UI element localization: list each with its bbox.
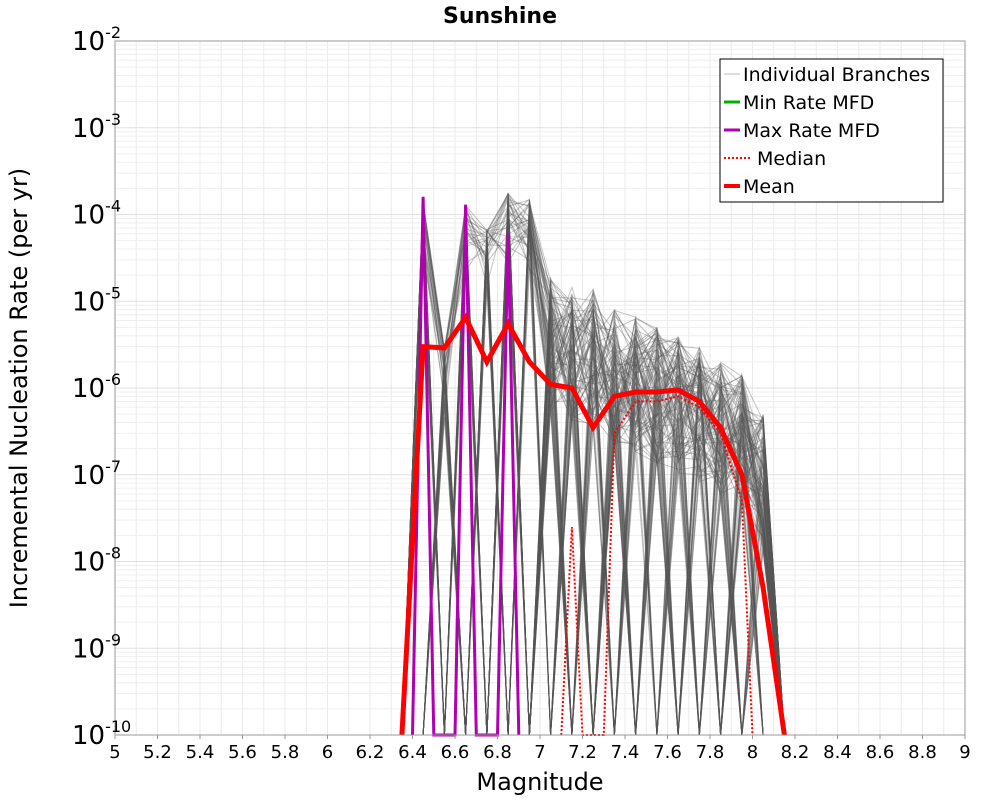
series-line-max-rate-mfd (411, 196, 521, 737)
legend-label-individual-branches: Individual Branches (743, 64, 930, 86)
y-tick-label: 10-6 (72, 370, 121, 404)
x-tick-label: 8.8 (908, 742, 937, 763)
x-tick-label: 5 (109, 742, 120, 763)
y-tick-label: 10-4 (72, 197, 121, 231)
legend-label-mean: Mean (743, 176, 795, 198)
x-tick-label: 5.4 (186, 742, 215, 763)
series-line-mean (399, 312, 787, 736)
x-tick-label: 8 (747, 742, 758, 763)
x-axis-label: Magnitude (476, 768, 603, 796)
x-axis-ticks: 5 5.2 5.4 5.6 5.8 6 6.2 6.4 6.6 6.8 7 7.2 7.4 7.6 7.8 8… (109, 735, 971, 763)
legend: Individual Branches Min Rate MFD Max Rate … (719, 58, 944, 203)
y-tick-label: 10-3 (72, 110, 121, 144)
series-line-median (560, 395, 754, 736)
x-tick-label: 6.8 (483, 742, 512, 763)
y-tick-label: 10-10 (72, 717, 131, 751)
x-tick-label: 6.6 (441, 742, 470, 763)
x-tick-label: 6 (322, 742, 333, 763)
grid (114, 41, 966, 736)
x-tick-label: 7 (534, 742, 545, 763)
chart-title: Sunshine (443, 4, 557, 29)
x-tick-label: 9 (959, 742, 970, 763)
x-tick-label: 7.4 (611, 742, 640, 763)
x-tick-label: 7.6 (653, 742, 682, 763)
x-tick-label: 7.2 (568, 742, 597, 763)
x-tick-label: 5.2 (143, 742, 172, 763)
legend-label-max-rate-mfd: Max Rate MFD (743, 120, 880, 142)
legend-box (719, 58, 944, 203)
x-tick-label: 8.2 (781, 742, 810, 763)
legend-label-min-rate-mfd: Min Rate MFD (743, 92, 874, 114)
y-tick-label: 10-5 (72, 283, 121, 317)
x-tick-label: 5.6 (228, 742, 257, 763)
x-tick-label: 6.4 (398, 742, 427, 763)
x-tick-label: 8.4 (823, 742, 852, 763)
y-tick-label: 10-2 (72, 23, 121, 57)
series-layer (399, 196, 787, 737)
y-axis-ticks: 10-2 10-3 10-4 10-5 10-6 10-7 10-8 10-9 10-10 (72, 23, 131, 751)
x-tick-label: 6.2 (356, 742, 385, 763)
y-tick-label: 10-9 (72, 630, 121, 664)
x-tick-label: 7.8 (696, 742, 725, 763)
y-axis-label: Incremental Nucleation Rate (per yr) (5, 168, 33, 608)
x-tick-label: 5.8 (271, 742, 300, 763)
y-tick-label: 10-7 (72, 457, 121, 491)
y-tick-label: 10-8 (72, 544, 121, 578)
legend-label-median: Median (757, 148, 826, 170)
x-tick-label: 8.6 (866, 742, 895, 763)
